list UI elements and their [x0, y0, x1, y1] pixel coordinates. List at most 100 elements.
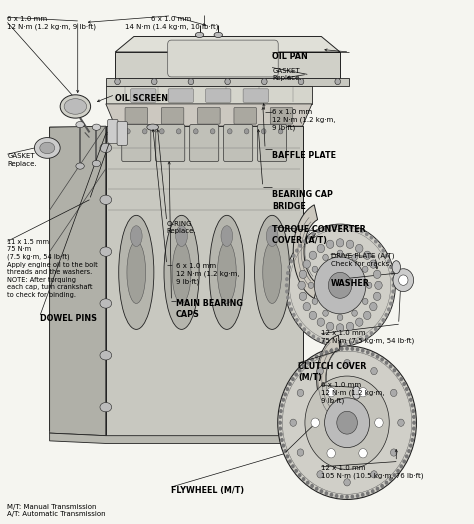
Circle shape	[302, 477, 305, 481]
Circle shape	[325, 491, 328, 495]
Circle shape	[410, 403, 414, 408]
Text: 6 x 1.0 mm
12 N·m (1.2 kg·m,
9 lb·ft): 6 x 1.0 mm 12 N·m (1.2 kg·m, 9 lb·ft)	[321, 383, 385, 405]
Circle shape	[411, 432, 415, 436]
FancyBboxPatch shape	[161, 107, 184, 124]
Circle shape	[282, 398, 285, 402]
Circle shape	[349, 341, 353, 345]
Circle shape	[402, 382, 406, 386]
Circle shape	[323, 310, 328, 316]
Circle shape	[299, 270, 307, 278]
Circle shape	[350, 347, 354, 351]
Circle shape	[337, 238, 344, 247]
Circle shape	[314, 257, 366, 314]
FancyBboxPatch shape	[270, 107, 293, 124]
Circle shape	[352, 254, 357, 260]
Circle shape	[312, 298, 318, 304]
FancyBboxPatch shape	[108, 119, 118, 143]
Circle shape	[380, 357, 384, 362]
Text: 6 x 1.0 mm
14 N·m (1.4 kg·m, 10 lb·ft): 6 x 1.0 mm 14 N·m (1.4 kg·m, 10 lb·ft)	[125, 16, 218, 30]
Circle shape	[409, 398, 413, 402]
Circle shape	[375, 355, 379, 359]
Circle shape	[356, 494, 359, 498]
Circle shape	[374, 292, 381, 300]
Circle shape	[283, 392, 287, 397]
FancyBboxPatch shape	[257, 125, 287, 161]
Circle shape	[387, 259, 391, 264]
Text: GASKET
Replace.: GASKET Replace.	[8, 153, 37, 167]
Circle shape	[285, 277, 289, 281]
Text: 6 x 1.0 mm
12 N·m (1.2 kg·m,
9 lb·ft): 6 x 1.0 mm 12 N·m (1.2 kg·m, 9 lb·ft)	[176, 263, 239, 285]
Circle shape	[389, 477, 392, 481]
Circle shape	[327, 240, 334, 248]
Ellipse shape	[392, 261, 401, 274]
Circle shape	[344, 479, 350, 486]
Text: DOWEL PINS: DOWEL PINS	[40, 314, 97, 323]
Circle shape	[285, 454, 289, 458]
Circle shape	[317, 318, 325, 326]
Circle shape	[366, 350, 370, 354]
Circle shape	[303, 260, 310, 268]
Ellipse shape	[76, 122, 84, 128]
Circle shape	[244, 129, 249, 134]
Circle shape	[317, 367, 323, 375]
Circle shape	[350, 495, 354, 499]
Circle shape	[391, 389, 397, 397]
Circle shape	[412, 427, 416, 431]
Text: FLYWHEEL (M/T): FLYWHEEL (M/T)	[172, 486, 245, 495]
Circle shape	[364, 311, 371, 320]
Circle shape	[412, 415, 416, 419]
Circle shape	[370, 260, 377, 268]
Polygon shape	[293, 205, 318, 299]
Circle shape	[337, 314, 343, 321]
Circle shape	[228, 129, 232, 134]
Circle shape	[393, 269, 414, 291]
Circle shape	[305, 376, 389, 470]
Circle shape	[312, 266, 318, 272]
Circle shape	[333, 224, 337, 228]
Circle shape	[286, 271, 290, 275]
Ellipse shape	[100, 351, 112, 360]
Circle shape	[290, 307, 293, 311]
Circle shape	[297, 389, 304, 397]
Text: BAFFLE PLATE: BAFFLE PLATE	[272, 150, 336, 159]
Circle shape	[365, 334, 369, 339]
Circle shape	[292, 313, 296, 317]
Circle shape	[375, 487, 379, 491]
Circle shape	[337, 324, 344, 332]
FancyBboxPatch shape	[168, 40, 278, 77]
Circle shape	[292, 254, 296, 258]
Ellipse shape	[221, 226, 233, 246]
Circle shape	[282, 443, 285, 447]
Circle shape	[327, 449, 336, 458]
Circle shape	[344, 359, 350, 367]
Circle shape	[285, 387, 289, 391]
Circle shape	[360, 230, 364, 233]
Circle shape	[402, 460, 406, 464]
Ellipse shape	[263, 241, 282, 303]
Polygon shape	[106, 126, 302, 435]
Text: 12 x 1.0 mm
105 N·m (10.5 kg·m, 76 lb·ft): 12 x 1.0 mm 105 N·m (10.5 kg·m, 76 lb·ft…	[321, 465, 424, 479]
Text: 12 x 1.0 mm
75 N·m (7.5 kg·m, 54 lb·ft): 12 x 1.0 mm 75 N·m (7.5 kg·m, 54 lb·ft)	[321, 331, 415, 344]
Circle shape	[344, 224, 347, 228]
Circle shape	[193, 129, 198, 134]
Ellipse shape	[64, 99, 87, 114]
Circle shape	[329, 493, 333, 497]
Circle shape	[188, 79, 194, 85]
Circle shape	[315, 355, 319, 359]
Circle shape	[384, 313, 388, 317]
Circle shape	[285, 224, 395, 346]
Text: CLUTCH COVER
(M/T): CLUTCH COVER (M/T)	[298, 362, 366, 381]
Polygon shape	[115, 52, 340, 78]
Circle shape	[327, 225, 331, 230]
Circle shape	[389, 364, 392, 368]
Circle shape	[378, 244, 382, 248]
FancyBboxPatch shape	[125, 107, 147, 124]
Circle shape	[338, 342, 342, 346]
Circle shape	[412, 421, 416, 425]
Ellipse shape	[210, 215, 245, 330]
Circle shape	[225, 79, 230, 85]
Polygon shape	[106, 86, 312, 104]
Circle shape	[142, 129, 147, 134]
Ellipse shape	[195, 32, 204, 38]
FancyBboxPatch shape	[131, 89, 156, 102]
